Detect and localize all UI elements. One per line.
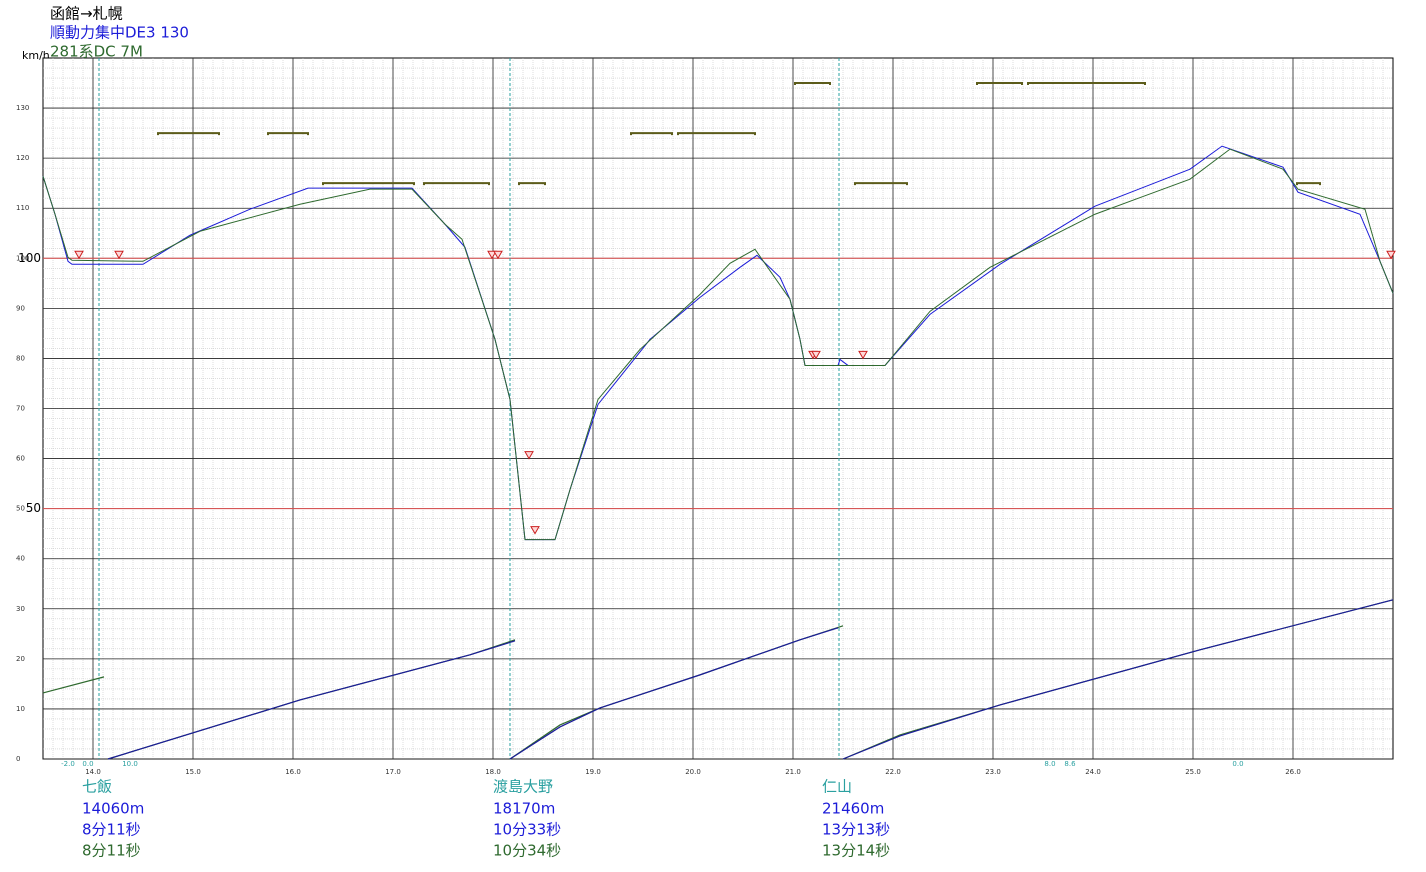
station-distance: 14060m [82,800,144,818]
station-time: 13分14秒 [822,842,890,860]
y-tick-label: 110 [16,204,29,212]
x-tick-label: 21.0 [785,768,801,776]
speed-limit [677,132,756,136]
x-tick-label: 16.0 [285,768,301,776]
series-line [42,145,1394,541]
y-tick-label: 20 [16,655,25,663]
grade-label: -2.0 [61,760,75,768]
station-distance: 21460m [822,800,884,818]
speed-limit [976,82,1023,86]
grade-label: 8.6 [1064,760,1076,768]
x-tick-label: 24.0 [1085,768,1101,776]
reference-label: 100 [18,251,41,265]
station-time: 8分11秒 [82,842,141,860]
series-line [107,599,1394,760]
station-name: 仁山 [822,778,852,796]
grade-label: 0.0 [1232,760,1243,768]
y-tick-label: 40 [16,555,25,563]
x-tick-label: 25.0 [1185,768,1201,776]
station-name: 渡島大野 [493,778,553,796]
chart-title: 函館→札幌 [50,5,123,23]
brake-point [74,250,84,260]
station-distance: 18170m [493,800,555,818]
speed-limit [423,182,490,186]
station-time: 10分33秒 [493,821,561,839]
y-tick-label: 80 [16,354,25,362]
y-tick-label: 50 [16,505,25,513]
x-tick-label: 17.0 [385,768,401,776]
station-name: 七飯 [82,778,112,796]
speed-limit [1296,182,1321,186]
brake-point [524,451,534,460]
brake-point [114,250,124,260]
y-tick-label: 60 [16,455,25,463]
x-tick-label: 20.0 [685,768,701,776]
station-time: 10分34秒 [493,842,561,860]
brake-point [493,250,503,260]
reference-label: 50 [26,501,41,515]
x-tick-label: 18.0 [485,768,501,776]
y-tick-label: 0 [16,755,20,763]
speed-limit [854,182,908,186]
speed-limit [322,182,415,186]
grade-label: 0.0 [82,760,93,768]
grade-label: 10.0 [122,760,138,768]
y-tick-label: 90 [16,304,25,312]
grade-label: 8.0 [1044,760,1055,768]
x-tick-label: 14.0 [85,768,101,776]
legend-entry: 281系DC 7M [50,43,143,61]
brake-point [1386,250,1396,260]
x-tick-label: 15.0 [185,768,201,776]
station-time: 13分13秒 [822,821,890,839]
brake-point [487,250,497,260]
brake-point [530,526,540,535]
speed-limit [794,82,831,86]
series-line [42,148,1394,541]
speed-limit [1027,82,1146,86]
x-tick-label: 23.0 [985,768,1001,776]
brake-point [811,350,821,360]
brake-point [858,350,868,360]
legend-entry: 順動力集中DE3 130 [50,24,189,42]
y-tick-label: 70 [16,405,25,413]
speed-limit [267,132,309,136]
y-tick-label: 120 [16,154,29,162]
speed-limit [630,132,673,136]
y-tick-label: 10 [16,705,25,713]
speed-limit [157,132,220,136]
y-tick-label: 130 [16,104,29,112]
speed-limit [518,182,546,186]
x-tick-label: 19.0 [585,768,601,776]
y-tick-label: 30 [16,605,25,613]
y-tick-label: 100 [16,254,29,262]
station-time: 8分11秒 [82,821,141,839]
x-tick-label: 22.0 [885,768,901,776]
x-tick-label: 26.0 [1285,768,1301,776]
